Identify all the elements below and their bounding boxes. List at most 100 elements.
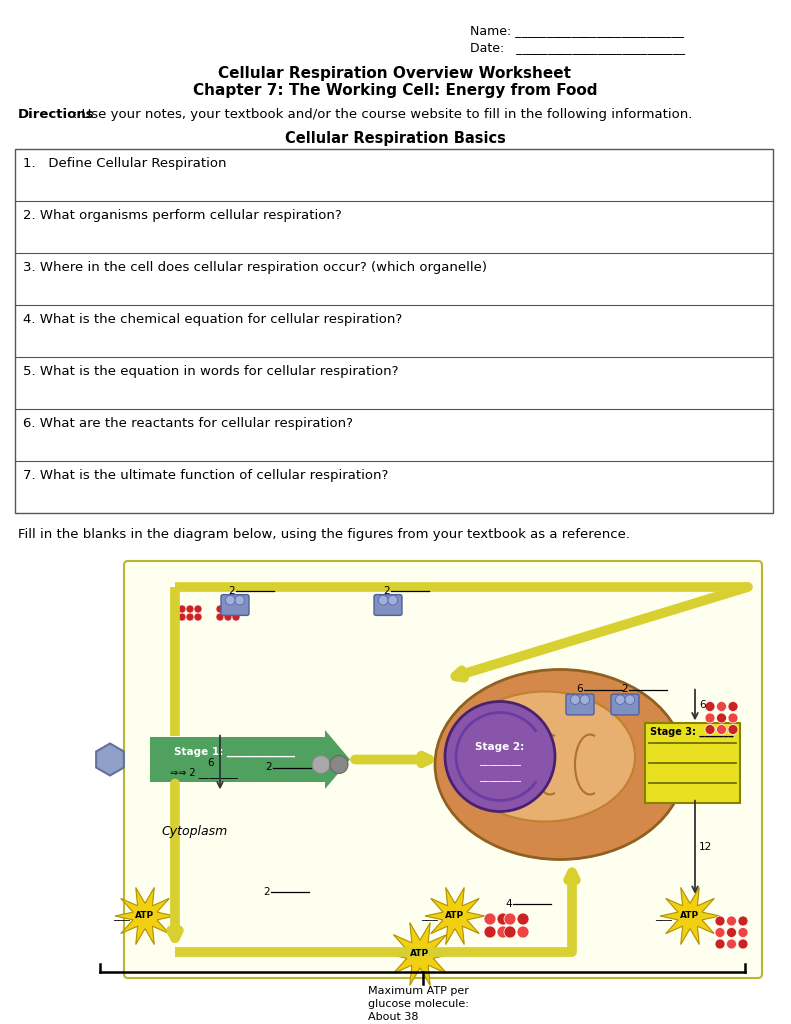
- Text: 2: 2: [384, 586, 390, 596]
- Circle shape: [728, 725, 738, 734]
- Text: 6: 6: [577, 684, 583, 694]
- Circle shape: [580, 695, 589, 705]
- Text: ATP: ATP: [680, 911, 699, 921]
- Text: 2: 2: [265, 763, 272, 772]
- Circle shape: [717, 713, 726, 723]
- Circle shape: [312, 756, 330, 773]
- Circle shape: [330, 756, 348, 773]
- Circle shape: [186, 613, 194, 621]
- Circle shape: [497, 926, 509, 938]
- Text: Maximum ATP per
glucose molecule:
About 38: Maximum ATP per glucose molecule: About …: [368, 986, 468, 1022]
- FancyBboxPatch shape: [124, 561, 762, 978]
- Ellipse shape: [435, 670, 685, 859]
- Circle shape: [232, 613, 240, 621]
- Circle shape: [484, 926, 496, 938]
- Circle shape: [615, 695, 625, 705]
- Text: 1.   Define Cellular Respiration: 1. Define Cellular Respiration: [23, 157, 226, 170]
- FancyBboxPatch shape: [374, 595, 402, 615]
- Circle shape: [738, 939, 748, 949]
- FancyBboxPatch shape: [611, 694, 639, 715]
- Circle shape: [445, 701, 555, 811]
- Circle shape: [715, 928, 725, 938]
- Circle shape: [388, 595, 398, 605]
- Text: ___: ___: [113, 911, 130, 921]
- Polygon shape: [387, 923, 453, 985]
- Text: 3. Where in the cell does cellular respiration occur? (which organelle): 3. Where in the cell does cellular respi…: [23, 261, 487, 274]
- Circle shape: [232, 605, 240, 613]
- Circle shape: [517, 913, 529, 925]
- Circle shape: [378, 595, 388, 605]
- Text: ATP: ATP: [411, 949, 430, 958]
- Circle shape: [726, 916, 736, 926]
- Text: Stage 3: _______: Stage 3: _______: [650, 726, 733, 736]
- Text: ATP: ATP: [445, 911, 464, 921]
- Circle shape: [715, 939, 725, 949]
- Text: Cellular Respiration Basics: Cellular Respiration Basics: [285, 131, 505, 146]
- Circle shape: [738, 928, 748, 938]
- FancyBboxPatch shape: [221, 595, 249, 615]
- Circle shape: [484, 913, 496, 925]
- Circle shape: [517, 926, 529, 938]
- Text: Directions: Directions: [18, 108, 95, 121]
- Polygon shape: [115, 888, 175, 944]
- Text: ___: ___: [421, 911, 438, 921]
- Text: ________: ________: [479, 757, 521, 767]
- Text: ________: ________: [479, 771, 521, 781]
- Text: 7. What is the ultimate function of cellular respiration?: 7. What is the ultimate function of cell…: [23, 469, 388, 482]
- Text: Fill in the blanks in the diagram below, using the figures from your textbook as: Fill in the blanks in the diagram below,…: [18, 528, 630, 541]
- Circle shape: [705, 713, 715, 723]
- Circle shape: [504, 926, 516, 938]
- Text: Name: ___________________________: Name: ___________________________: [470, 24, 684, 37]
- Circle shape: [504, 913, 516, 925]
- Text: Chapter 7: The Working Cell: Energy from Food: Chapter 7: The Working Cell: Energy from…: [193, 83, 597, 98]
- Circle shape: [224, 605, 232, 613]
- Circle shape: [570, 695, 580, 705]
- Circle shape: [738, 916, 748, 926]
- Text: 12: 12: [699, 843, 712, 852]
- Text: Stage 1: _____________: Stage 1: _____________: [175, 746, 296, 757]
- Circle shape: [728, 713, 738, 723]
- Text: : Use your notes, your textbook and/or the course website to fill in the followi: : Use your notes, your textbook and/or t…: [73, 108, 692, 121]
- Circle shape: [497, 913, 509, 925]
- Circle shape: [728, 701, 738, 712]
- Circle shape: [194, 605, 202, 613]
- Text: ATP: ATP: [135, 911, 154, 921]
- Text: 2: 2: [229, 586, 235, 596]
- Text: 6: 6: [699, 700, 706, 710]
- Bar: [645, 723, 740, 803]
- Bar: [15, 150, 773, 513]
- Circle shape: [717, 701, 726, 712]
- Text: Stage 2:: Stage 2:: [475, 741, 524, 752]
- Circle shape: [726, 928, 736, 938]
- FancyArrow shape: [150, 730, 350, 790]
- FancyBboxPatch shape: [566, 694, 594, 715]
- Text: 5. What is the equation in words for cellular respiration?: 5. What is the equation in words for cel…: [23, 365, 399, 378]
- Text: 2: 2: [263, 887, 270, 897]
- Circle shape: [225, 595, 235, 605]
- Text: 6. What are the reactants for cellular respiration?: 6. What are the reactants for cellular r…: [23, 417, 353, 430]
- Circle shape: [194, 613, 202, 621]
- Ellipse shape: [455, 691, 635, 821]
- Circle shape: [186, 605, 194, 613]
- Circle shape: [178, 613, 186, 621]
- Circle shape: [705, 701, 715, 712]
- Circle shape: [224, 613, 232, 621]
- Circle shape: [625, 695, 634, 705]
- Circle shape: [216, 613, 224, 621]
- Text: 6: 6: [207, 758, 214, 768]
- Text: ___: ___: [655, 911, 672, 921]
- Circle shape: [726, 939, 736, 949]
- Text: Cellular Respiration Overview Worksheet: Cellular Respiration Overview Worksheet: [218, 66, 572, 81]
- Circle shape: [178, 605, 186, 613]
- Circle shape: [705, 725, 715, 734]
- Polygon shape: [97, 743, 124, 775]
- Polygon shape: [425, 888, 485, 944]
- Circle shape: [235, 595, 244, 605]
- Text: 4. What is the chemical equation for cellular respiration?: 4. What is the chemical equation for cel…: [23, 313, 403, 326]
- Text: 2: 2: [622, 684, 628, 694]
- Circle shape: [717, 725, 726, 734]
- Text: Date:   ___________________________: Date: ___________________________: [470, 41, 685, 54]
- Polygon shape: [660, 888, 720, 944]
- Text: 4: 4: [505, 899, 512, 909]
- Circle shape: [715, 916, 725, 926]
